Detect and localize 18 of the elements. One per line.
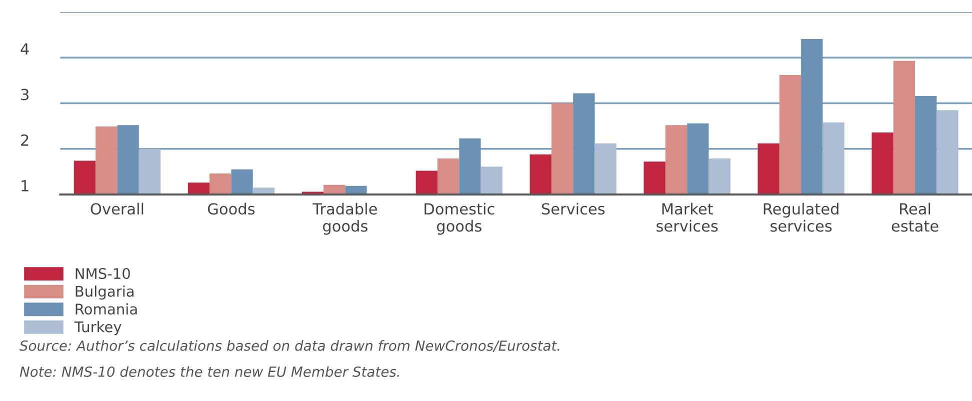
y-tick-label: 1 bbox=[22, 180, 28, 192]
y-tick-label: 2 bbox=[21, 134, 28, 146]
x-tick-label: Overall bbox=[90, 202, 144, 215]
x-tick-label: Regulated services bbox=[764, 202, 838, 232]
legend-label: NMS-10 bbox=[76, 268, 130, 280]
y-tick-label: 3 bbox=[21, 88, 28, 100]
text: Note: NMS-10 denotes the ten new EU Member States. bbox=[20, 366, 400, 377]
x-tick-label: Services bbox=[542, 202, 605, 215]
x-tick-label: Domestic goods bbox=[424, 202, 494, 235]
x-tick-label: Tradable goods bbox=[312, 202, 377, 235]
x-tick-label: Market services bbox=[656, 202, 718, 232]
source-note: Source: Author’s calculations based on data drawn from NewCronos/Eurostat. bbox=[20, 340, 560, 352]
legend-label: Romania bbox=[76, 303, 137, 315]
y-tick-label: 4 bbox=[20, 43, 29, 54]
legend-label: Turkey bbox=[74, 321, 122, 336]
x-tick-label: Real estate bbox=[892, 202, 938, 232]
x-tick-label: Goods bbox=[208, 202, 255, 215]
legend-label: Bulgaria bbox=[76, 286, 134, 300]
